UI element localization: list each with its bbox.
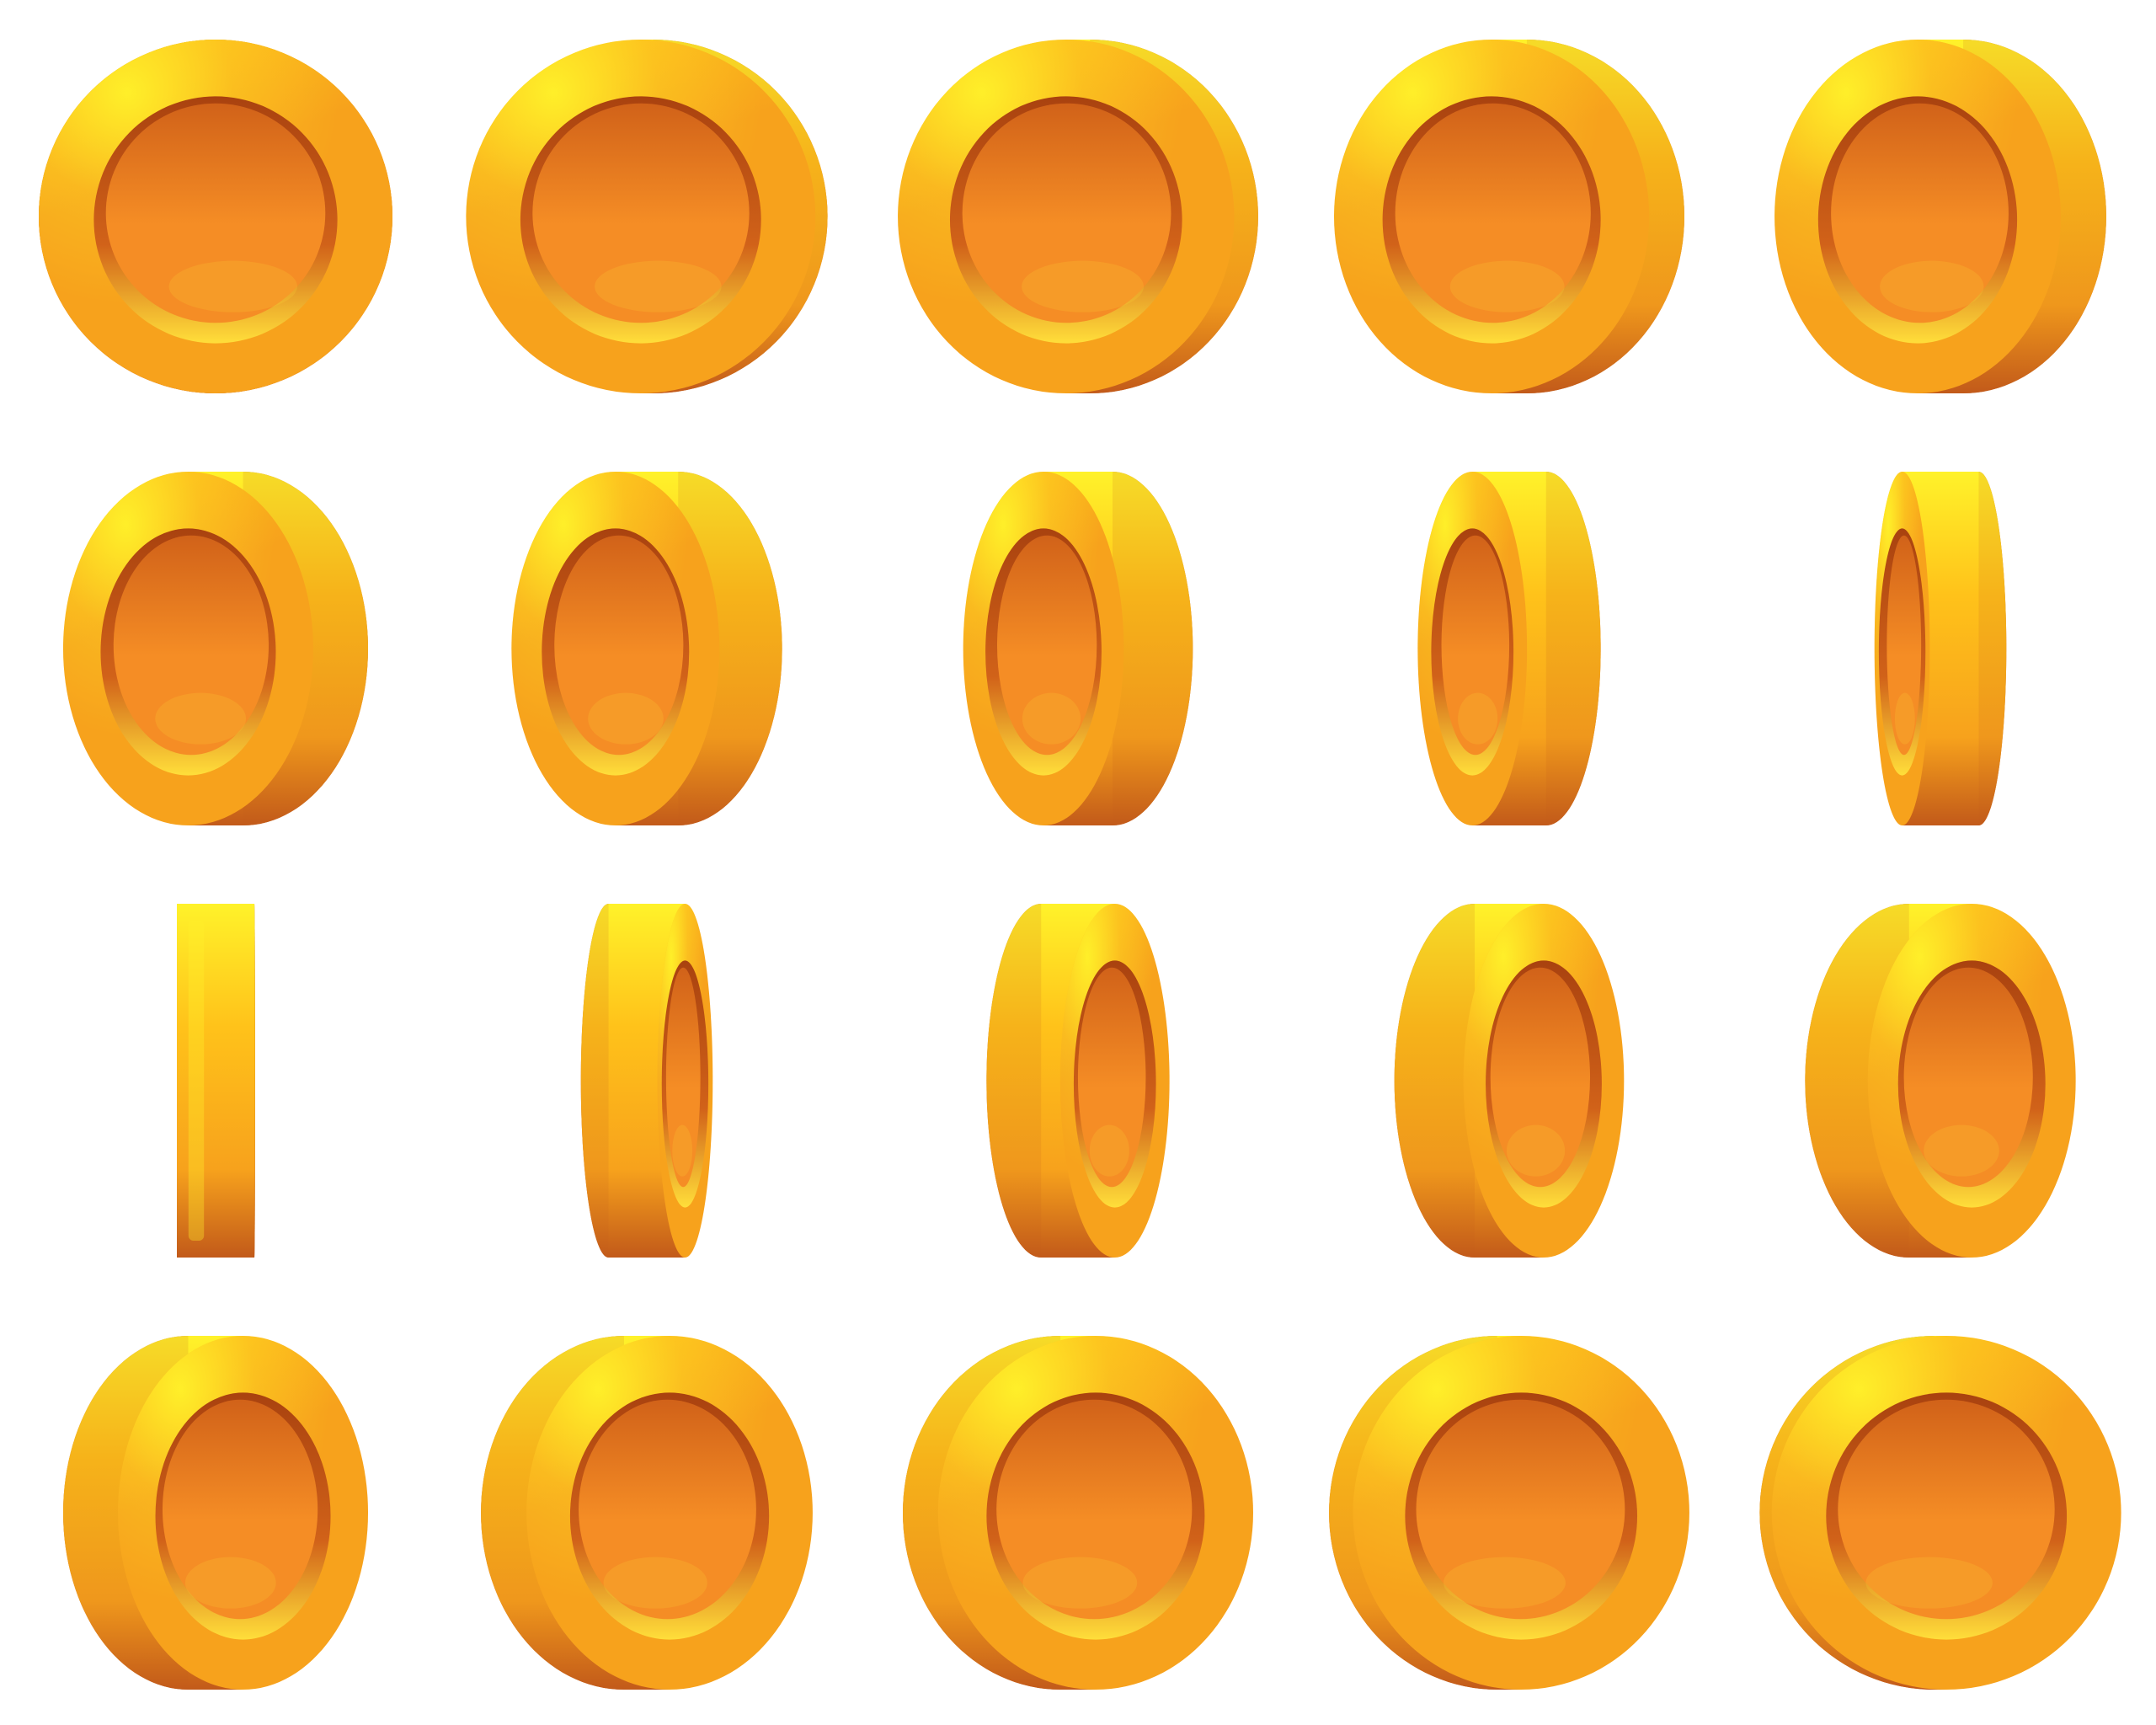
coin-frame [62,472,369,825]
coin-face [1903,967,2033,1188]
coin-face-glint [168,260,298,312]
coin-frame [177,904,255,1258]
coin-edge-cap [1951,472,2007,825]
coin-face-glint [1880,260,1984,312]
coin-face-glint [1894,692,1915,745]
coin-face-glint [1089,1124,1129,1177]
coin-face-glint [1458,692,1498,745]
coin-face [105,103,326,323]
coin-face [162,1399,318,1620]
coin-face [665,967,701,1188]
coin-frame [1805,904,2076,1258]
coin-frame [580,904,713,1258]
frames-layer [39,40,2121,1690]
coin-face [962,103,1171,323]
coin-face-glint [155,692,247,745]
coin-face [554,535,684,756]
coin-frame [511,472,782,825]
coin-face [532,103,750,323]
coin-face [996,1399,1193,1620]
coin-face [579,1399,756,1620]
coin-frame [903,1336,1253,1690]
coin-face [1416,1399,1625,1620]
coin-face-glint [1506,1124,1566,1177]
coin-frame [1774,40,2106,393]
coin-face-glint [588,692,664,745]
coin-frame [986,904,1170,1258]
coin-face [1077,967,1146,1188]
coin-frame [1394,904,1625,1258]
coin-face-glint [1022,260,1145,312]
coin-face-glint [1924,1124,1999,1177]
coin-face [1838,1399,2055,1620]
coin-face [1831,103,2009,323]
coin-face [1441,535,1510,756]
coin-face [1490,967,1591,1188]
coin-frame [62,1336,369,1690]
coin-face-glint [1865,1557,1993,1609]
coin-edge-cap [253,904,255,1258]
coin-face [1886,535,1922,756]
coin-frame [963,472,1193,825]
coin-face-glint [603,1557,707,1609]
coin-face [1395,103,1591,323]
coin-face-glint [1022,1557,1138,1609]
coin-face-glint [184,1557,276,1609]
coin-frame [1759,1336,2121,1690]
coin-face [113,535,270,756]
coin-face-glint [1022,692,1081,745]
coin-frame [898,40,1258,393]
coin-frame [39,40,392,393]
coin-edge-cap [580,904,637,1258]
coin-face-glint [1443,1557,1566,1609]
coin-face-glint [595,260,722,312]
coin-frame [481,1336,813,1690]
coin-edge-highlight [188,921,205,1241]
coin-frame [1874,472,2007,825]
coin-frame [466,40,828,393]
coin-frame [1417,472,1601,825]
coin-frame [1329,1336,1689,1690]
coin-face [996,535,1097,756]
coin-edge [177,904,255,1258]
coin-face-glint [1449,260,1565,312]
coin-face-glint [672,1124,693,1177]
coin-frame [1334,40,1684,393]
